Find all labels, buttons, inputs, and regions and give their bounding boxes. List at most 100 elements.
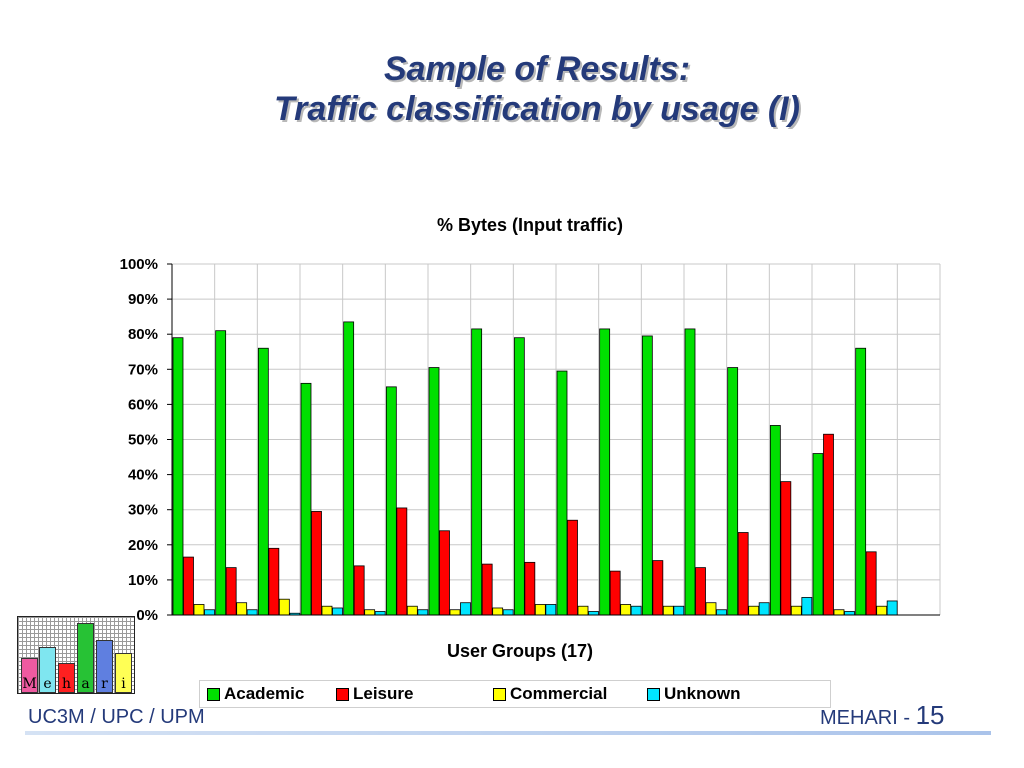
bar-academic-9: [513, 337, 525, 616]
legend-swatch-leisure: [336, 687, 349, 701]
bar-commercial-12: [662, 605, 674, 616]
bar-academic-8: [471, 328, 483, 616]
bar-academic-11: [599, 328, 611, 616]
legend-item-leisure: Leisure: [336, 684, 413, 704]
legend-item-commercial: Commercial: [493, 684, 607, 704]
bar-commercial-7: [449, 609, 461, 616]
bar-unknown-11: [630, 605, 642, 616]
footer-divider: [25, 731, 991, 735]
bar-leisure-17: [865, 551, 877, 616]
bar-commercial-11: [620, 604, 632, 616]
bar-commercial-9: [534, 604, 546, 616]
bar-leisure-14: [737, 532, 749, 616]
bar-unknown-17: [886, 600, 898, 616]
bar-commercial-10: [577, 605, 589, 616]
logo-bar-r: r: [96, 640, 113, 693]
legend-swatch-academic: [207, 687, 220, 701]
y-tick-label: 30%: [128, 502, 158, 519]
bar-leisure-2: [225, 567, 237, 616]
bar-unknown-9: [545, 604, 557, 616]
bar-unknown-6: [417, 609, 429, 616]
bar-leisure-10: [567, 519, 578, 616]
legend-label-unknown: Unknown: [664, 684, 741, 703]
bar-leisure-15: [780, 481, 792, 616]
legend-swatch-commercial: [493, 687, 506, 701]
bar-leisure-9: [524, 561, 536, 616]
bar-unknown-4: [332, 607, 343, 616]
bar-unknown-1: [204, 609, 215, 616]
bar-academic-2: [215, 330, 227, 616]
bar-academic-17: [855, 347, 867, 616]
bar-academic-3: [257, 347, 269, 616]
y-tick-label: 0%: [136, 607, 158, 624]
legend-item-unknown: Unknown: [647, 684, 741, 704]
bar-commercial-3: [278, 598, 290, 616]
bar-leisure-12: [652, 560, 664, 616]
logo-bar-i: i: [115, 653, 132, 693]
bar-academic-7: [428, 367, 440, 616]
footer-institutions: UC3M / UPC / UPM: [28, 706, 205, 728]
y-tick-label: 60%: [128, 396, 158, 413]
legend-item-academic: Academic: [207, 684, 304, 704]
bar-commercial-14: [748, 605, 760, 616]
bar-commercial-13: [705, 602, 717, 616]
logo-bar-m: M: [21, 658, 38, 693]
legend-label-leisure: Leisure: [353, 684, 414, 703]
bar-leisure-1: [183, 556, 194, 616]
y-tick-label: 10%: [128, 572, 158, 589]
bar-leisure-7: [439, 530, 450, 616]
footer-project-name: MEHARI: [820, 707, 898, 729]
bar-leisure-16: [823, 433, 834, 616]
legend-label-academic: Academic: [224, 684, 305, 703]
bar-leisure-13: [695, 567, 706, 616]
bar-commercial-8: [492, 607, 504, 616]
bar-academic-12: [641, 335, 653, 616]
footer-separator: -: [897, 707, 916, 729]
chart-title: % Bytes (Input traffic): [436, 215, 623, 235]
bar-unknown-2: [246, 609, 258, 616]
bar-academic-13: [684, 328, 696, 616]
y-tick-label: 20%: [128, 537, 158, 554]
bar-academic-5: [343, 321, 355, 616]
bar-academic-16: [812, 453, 824, 616]
logo-bar-e: e: [39, 647, 56, 693]
bar-academic-10: [556, 370, 568, 616]
legend-label-commercial: Commercial: [510, 684, 608, 703]
bar-academic-1: [172, 337, 184, 616]
mehari-logo: M e h a r i: [17, 616, 135, 694]
legend-swatch-unknown: [647, 687, 660, 701]
logo-bar-a: a: [77, 623, 94, 693]
bar-academic-15: [769, 425, 781, 616]
bar-commercial-5: [364, 609, 376, 616]
slide-title-line2: Traffic classification by usage (I): [274, 90, 800, 128]
bar-unknown-5: [374, 611, 386, 616]
bar-commercial-15: [790, 605, 802, 616]
slide-title-line1: Sample of Results:: [383, 50, 691, 88]
bar-academic-14: [727, 367, 739, 616]
bar-unknown-15: [801, 597, 813, 616]
bar-commercial-17: [876, 605, 888, 616]
bar-leisure-8: [481, 563, 493, 616]
footer-page-info: MEHARI - 15: [820, 700, 945, 731]
page-number: 15: [915, 700, 945, 730]
bar-unknown-16: [844, 611, 855, 616]
y-tick-label: 80%: [128, 326, 158, 343]
bar-leisure-4: [311, 511, 322, 616]
y-tick-label: 90%: [128, 291, 158, 308]
chart-legend: Academic Leisure Commercial Unknown: [199, 680, 831, 708]
bar-commercial-4: [321, 605, 333, 616]
bar-unknown-14: [758, 602, 770, 616]
bar-commercial-1: [193, 604, 205, 616]
bar-commercial-2: [236, 602, 248, 616]
y-tick-label: 40%: [128, 467, 158, 484]
bar-leisure-11: [609, 570, 621, 616]
bar-leisure-5: [353, 565, 365, 616]
bar-leisure-3: [268, 547, 280, 616]
bar-unknown-10: [588, 611, 599, 616]
bar-commercial-16: [833, 609, 845, 616]
bar-unknown-7: [460, 602, 471, 616]
x-axis-label: User Groups (17): [446, 641, 594, 661]
y-tick-label: 70%: [128, 361, 158, 378]
bar-unknown-8: [502, 609, 514, 616]
